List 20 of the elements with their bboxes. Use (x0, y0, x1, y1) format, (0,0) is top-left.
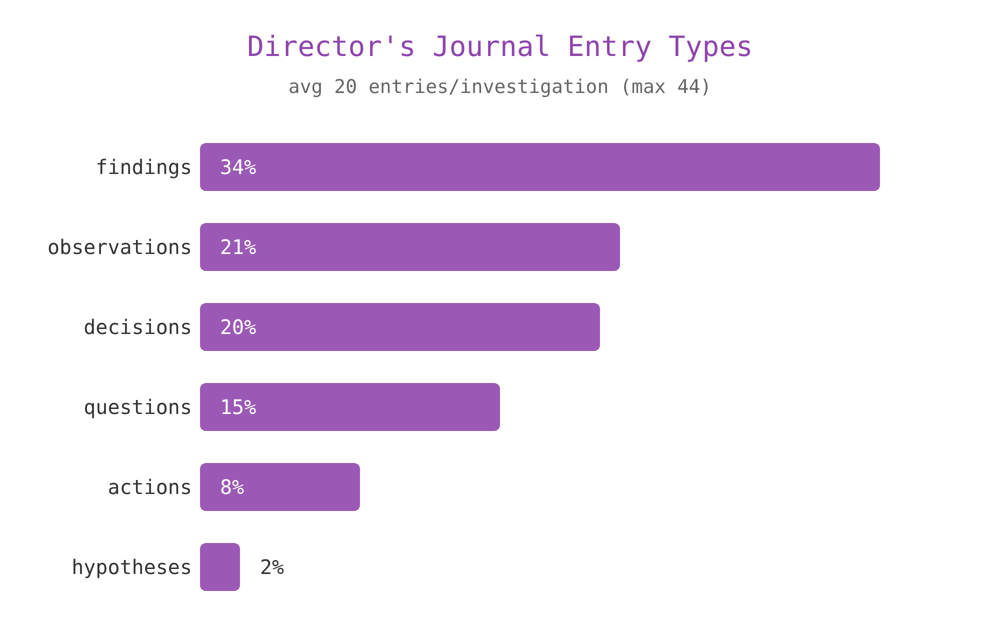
data-label: 8% (220, 475, 244, 499)
y-tick-label: observations (48, 235, 192, 260)
data-label: 2% (260, 555, 284, 579)
bar (200, 463, 360, 511)
y-tick-label: findings (96, 155, 192, 180)
chart-title: Director's Journal Entry Types (246, 30, 754, 63)
bar (200, 383, 500, 431)
bar (200, 303, 600, 351)
bar (200, 543, 240, 591)
y-tick-label: actions (108, 475, 192, 500)
bar (200, 143, 880, 191)
data-label: 20% (220, 315, 256, 339)
y-tick-label: questions (84, 395, 192, 420)
data-label: 34% (220, 155, 256, 179)
data-label: 21% (220, 235, 256, 259)
chart-subtitle: avg 20 entries/investigation (max 44) (287, 76, 713, 98)
y-tick-label: hypotheses (72, 555, 192, 580)
data-label: 15% (220, 395, 256, 419)
y-tick-label: decisions (84, 315, 192, 340)
bar (200, 223, 620, 271)
